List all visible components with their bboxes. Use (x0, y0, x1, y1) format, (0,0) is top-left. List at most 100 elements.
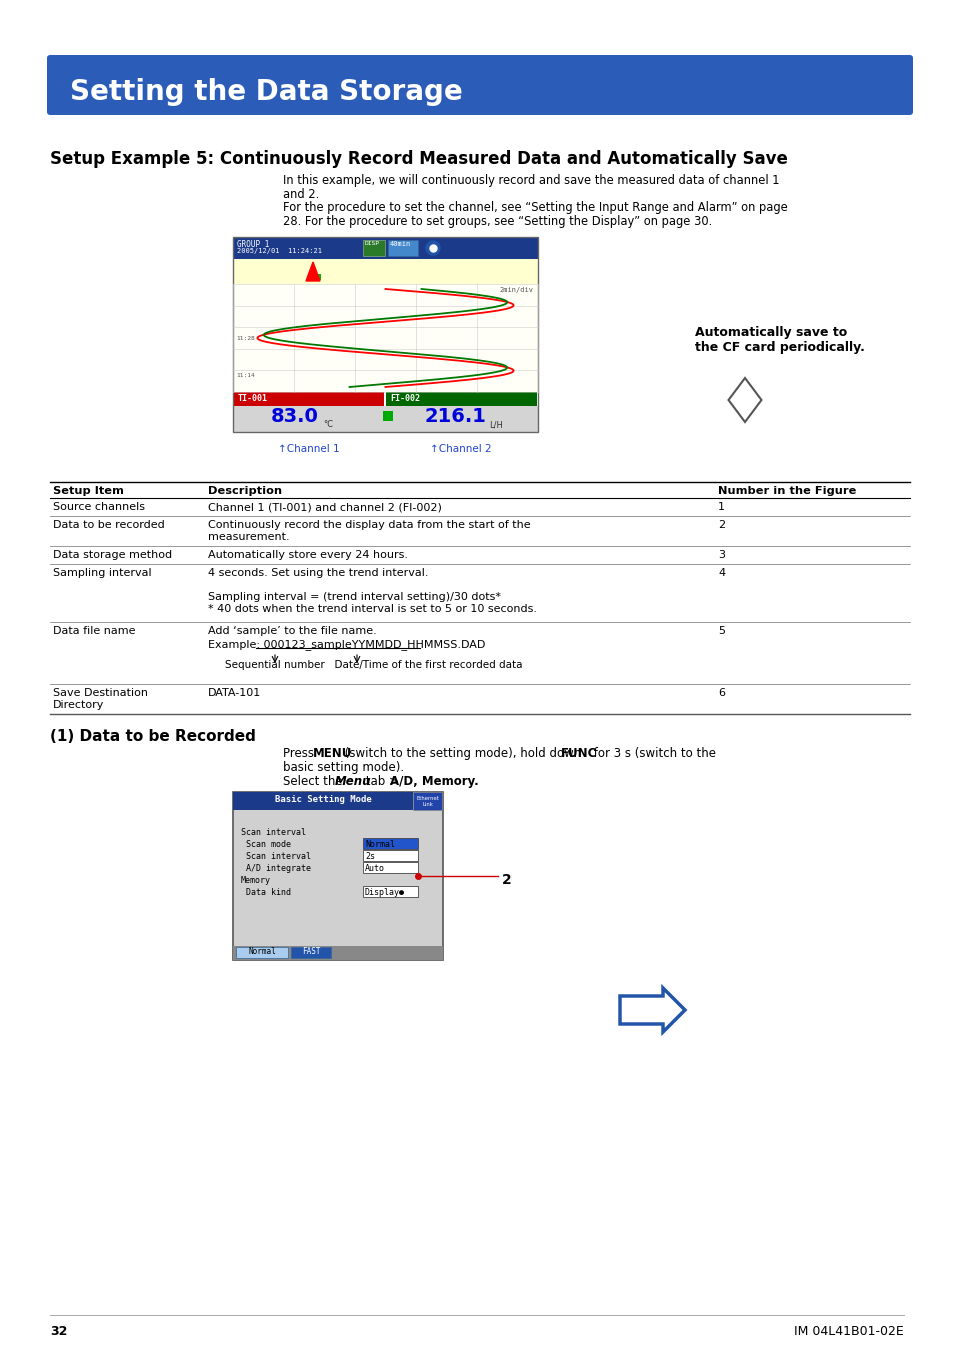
Text: Source channels: Source channels (53, 502, 145, 512)
Text: basic setting mode).: basic setting mode). (283, 761, 404, 774)
FancyBboxPatch shape (233, 946, 442, 960)
Text: for 3 s (switch to the: for 3 s (switch to the (589, 747, 716, 760)
FancyBboxPatch shape (233, 792, 413, 810)
Text: Auto: Auto (365, 864, 385, 873)
Text: DATA-101: DATA-101 (208, 688, 261, 698)
Circle shape (426, 242, 439, 255)
FancyBboxPatch shape (382, 410, 393, 421)
Text: * 40 dots when the trend interval is set to 5 or 10 seconds.: * 40 dots when the trend interval is set… (208, 603, 537, 614)
Text: tab >: tab > (361, 775, 402, 788)
FancyBboxPatch shape (233, 259, 537, 284)
Text: 11:28: 11:28 (235, 336, 254, 340)
FancyBboxPatch shape (363, 240, 385, 256)
Text: Ethernet
Link: Ethernet Link (416, 796, 439, 807)
Text: FUNC: FUNC (560, 747, 597, 760)
Text: °C: °C (323, 420, 333, 429)
Text: 28. For the procedure to set groups, see “Setting the Display” on page 30.: 28. For the procedure to set groups, see… (283, 215, 712, 228)
Text: Normal: Normal (248, 946, 275, 956)
Text: Select the: Select the (283, 775, 346, 788)
Text: 83.0: 83.0 (271, 406, 318, 427)
Text: 2min/div: 2min/div (498, 288, 533, 293)
Text: 216.1: 216.1 (424, 406, 485, 427)
Text: 4 seconds. Set using the trend interval.: 4 seconds. Set using the trend interval. (208, 568, 428, 578)
Text: GROUP 1: GROUP 1 (236, 240, 269, 248)
Text: (switch to the setting mode), hold down: (switch to the setting mode), hold down (340, 747, 584, 760)
Text: Automatically store every 24 hours.: Automatically store every 24 hours. (208, 549, 408, 560)
FancyBboxPatch shape (233, 284, 537, 392)
Text: Continuously record the display data from the start of the: Continuously record the display data fro… (208, 520, 530, 531)
Text: L/H: L/H (489, 420, 502, 429)
FancyBboxPatch shape (314, 274, 320, 279)
Text: Example: 000123_sampleYYMMDD_HHMMSS.DAD: Example: 000123_sampleYYMMDD_HHMMSS.DAD (208, 639, 485, 649)
Text: IM 04L41B01-02E: IM 04L41B01-02E (794, 1324, 903, 1338)
Text: 32: 32 (50, 1324, 68, 1338)
FancyBboxPatch shape (233, 792, 442, 960)
Text: 2s: 2s (365, 852, 375, 861)
Text: Normal: Normal (365, 840, 395, 849)
Text: Automatically save to
the CF card periodically.: Automatically save to the CF card period… (695, 325, 864, 354)
Text: Sampling interval = (trend interval setting)/30 dots*: Sampling interval = (trend interval sett… (208, 593, 500, 602)
Text: (1) Data to be Recorded: (1) Data to be Recorded (50, 729, 255, 744)
Text: Scan interval: Scan interval (241, 828, 306, 837)
Text: Add ‘sample’ to the file name.: Add ‘sample’ to the file name. (208, 626, 376, 636)
Text: Data file name: Data file name (53, 626, 135, 636)
Text: Data kind: Data kind (241, 888, 291, 896)
Text: 2: 2 (718, 520, 724, 531)
Text: Display●: Display● (365, 888, 405, 896)
Text: ↑Channel 1: ↑Channel 1 (278, 444, 339, 454)
FancyBboxPatch shape (388, 240, 417, 256)
FancyBboxPatch shape (413, 792, 441, 810)
Text: FI-002: FI-002 (390, 394, 419, 404)
Text: 1: 1 (718, 502, 724, 512)
Polygon shape (306, 262, 319, 281)
Text: 4: 4 (718, 568, 724, 578)
Text: In this example, we will continuously record and save the measured data of chann: In this example, we will continuously re… (283, 174, 779, 188)
FancyBboxPatch shape (47, 55, 912, 115)
Text: Memory: Memory (241, 876, 271, 886)
FancyBboxPatch shape (363, 850, 417, 861)
Text: Number in the Figure: Number in the Figure (718, 486, 856, 495)
Text: 6: 6 (718, 688, 724, 698)
Text: Description: Description (208, 486, 282, 495)
Text: TI-001: TI-001 (237, 394, 268, 404)
FancyBboxPatch shape (235, 946, 288, 958)
Text: and 2.: and 2. (283, 188, 319, 201)
Text: 2005/12/01  11:24:21: 2005/12/01 11:24:21 (236, 248, 322, 254)
Polygon shape (619, 988, 684, 1031)
Text: Setting the Data Storage: Setting the Data Storage (70, 78, 462, 107)
FancyBboxPatch shape (233, 392, 384, 406)
Text: A/D integrate: A/D integrate (241, 864, 311, 873)
FancyBboxPatch shape (363, 863, 417, 873)
Text: 3: 3 (718, 549, 724, 560)
Text: Setup Example 5: Continuously Record Measured Data and Automatically Save: Setup Example 5: Continuously Record Mea… (50, 150, 787, 167)
FancyBboxPatch shape (386, 392, 537, 406)
Text: 40min: 40min (390, 242, 411, 247)
Text: MENU: MENU (313, 747, 352, 760)
Text: Sampling interval: Sampling interval (53, 568, 152, 578)
Text: Setup Item: Setup Item (53, 486, 124, 495)
Text: 11:14: 11:14 (235, 374, 254, 378)
Text: Channel 1 (TI-001) and channel 2 (FI-002): Channel 1 (TI-001) and channel 2 (FI-002… (208, 502, 441, 512)
Text: ↑Channel 2: ↑Channel 2 (430, 444, 492, 454)
Text: A/D, Memory.: A/D, Memory. (390, 775, 478, 788)
FancyBboxPatch shape (233, 406, 537, 432)
Text: Scan mode: Scan mode (241, 840, 291, 849)
Text: Scan interval: Scan interval (241, 852, 311, 861)
FancyBboxPatch shape (291, 946, 331, 958)
FancyBboxPatch shape (363, 838, 417, 849)
Text: FAST: FAST (301, 946, 320, 956)
Text: Directory: Directory (53, 701, 104, 710)
Text: Menu: Menu (335, 775, 371, 788)
Text: Press: Press (283, 747, 317, 760)
Text: Save Destination: Save Destination (53, 688, 148, 698)
Text: Data storage method: Data storage method (53, 549, 172, 560)
Text: measurement.: measurement. (208, 532, 290, 541)
Text: Data to be recorded: Data to be recorded (53, 520, 165, 531)
Text: For the procedure to set the channel, see “Setting the Input Range and Alarm” on: For the procedure to set the channel, se… (283, 201, 787, 215)
FancyBboxPatch shape (233, 238, 537, 259)
Text: DISP: DISP (365, 242, 379, 246)
Text: 2: 2 (501, 873, 511, 887)
Text: 5: 5 (718, 626, 724, 636)
FancyBboxPatch shape (363, 886, 417, 896)
Text: Basic Setting Mode: Basic Setting Mode (274, 795, 371, 805)
